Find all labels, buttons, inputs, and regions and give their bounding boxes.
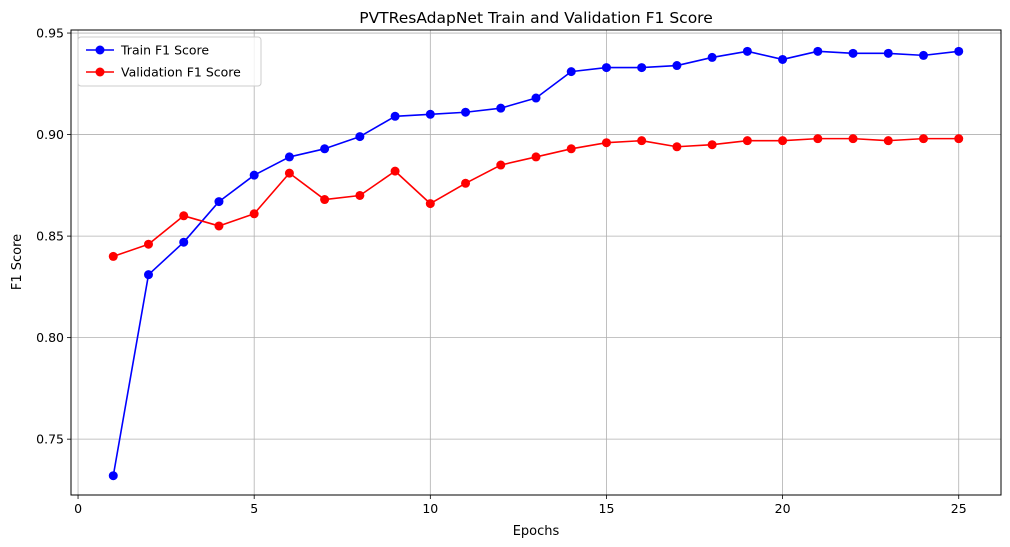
x-tick-label: 5 bbox=[250, 501, 258, 516]
data-point-validation bbox=[848, 134, 858, 144]
data-point-train bbox=[355, 132, 365, 142]
data-point-train bbox=[249, 170, 259, 180]
data-point-validation bbox=[919, 134, 928, 144]
data-point-validation bbox=[425, 199, 435, 209]
chart-title: PVTResAdapNet Train and Validation F1 Sc… bbox=[359, 9, 713, 27]
data-point-validation bbox=[707, 140, 717, 150]
data-point-validation bbox=[531, 152, 541, 162]
y-tick-label: 0.80 bbox=[36, 330, 64, 345]
y-axis-label: F1 Score bbox=[10, 234, 25, 290]
data-point-validation bbox=[672, 142, 682, 152]
x-tick-label: 15 bbox=[599, 501, 615, 516]
y-tick-label: 0.95 bbox=[36, 26, 64, 41]
series-train bbox=[108, 46, 964, 481]
data-point-train bbox=[813, 46, 823, 56]
data-point-validation bbox=[778, 136, 788, 146]
data-point-train bbox=[320, 144, 330, 154]
legend-label-train: Train F1 Score bbox=[120, 43, 209, 58]
data-point-train bbox=[848, 48, 858, 58]
legend-marker-train bbox=[95, 45, 105, 55]
x-axis-label: Epochs bbox=[513, 524, 560, 539]
data-point-validation bbox=[355, 190, 365, 200]
y-tick-label: 0.85 bbox=[36, 229, 64, 244]
data-point-validation bbox=[214, 221, 224, 231]
y-tick-label: 0.75 bbox=[36, 432, 64, 447]
legend-box bbox=[77, 36, 262, 87]
plot-frame bbox=[70, 29, 1002, 496]
data-point-validation bbox=[320, 195, 330, 205]
data-point-train bbox=[778, 54, 788, 64]
data-point-validation bbox=[883, 136, 893, 146]
data-point-train bbox=[144, 270, 153, 280]
data-point-train bbox=[637, 63, 647, 73]
data-point-train bbox=[108, 471, 118, 481]
grid-lines bbox=[71, 30, 1001, 495]
series-validation bbox=[108, 134, 964, 261]
legend: Train F1 Score Validation F1 Score bbox=[77, 36, 262, 87]
data-point-validation bbox=[742, 136, 752, 146]
data-point-train bbox=[672, 61, 682, 71]
data-point-train bbox=[601, 63, 611, 73]
data-series bbox=[108, 46, 964, 481]
data-point-train bbox=[214, 197, 224, 207]
data-point-train bbox=[461, 107, 471, 117]
x-tick-label: 10 bbox=[422, 501, 438, 516]
legend-marker-validation bbox=[95, 67, 105, 77]
data-point-validation bbox=[637, 136, 647, 146]
data-point-train bbox=[566, 67, 576, 77]
data-point-train bbox=[284, 152, 294, 162]
data-point-validation bbox=[954, 134, 964, 144]
data-point-train bbox=[531, 93, 541, 103]
data-point-train bbox=[179, 237, 189, 247]
data-point-validation bbox=[249, 209, 259, 219]
data-point-train bbox=[919, 50, 928, 60]
data-point-validation bbox=[496, 160, 506, 170]
y-tick-label: 0.90 bbox=[36, 127, 64, 142]
data-point-validation bbox=[108, 251, 118, 261]
data-point-validation bbox=[813, 134, 823, 144]
data-point-train bbox=[390, 111, 400, 121]
data-point-validation bbox=[144, 239, 153, 249]
data-point-train bbox=[425, 109, 435, 119]
data-point-validation bbox=[601, 138, 611, 148]
data-point-train bbox=[742, 46, 752, 56]
data-point-train bbox=[496, 103, 506, 113]
data-point-validation bbox=[461, 178, 471, 188]
data-point-train bbox=[707, 52, 717, 62]
axis-ticks: 0 5 10 15 20 25 0.75 0.80 0.85 0.90 0.95 bbox=[36, 26, 967, 516]
data-point-validation bbox=[284, 168, 294, 178]
x-tick-label: 25 bbox=[951, 501, 967, 516]
legend-label-validation: Validation F1 Score bbox=[121, 65, 241, 80]
x-tick-label: 0 bbox=[74, 501, 82, 516]
data-point-validation bbox=[179, 211, 189, 221]
data-point-train bbox=[954, 46, 964, 56]
data-point-validation bbox=[566, 144, 576, 154]
x-tick-label: 20 bbox=[775, 501, 791, 516]
data-point-train bbox=[883, 48, 893, 58]
data-point-validation bbox=[390, 166, 400, 176]
